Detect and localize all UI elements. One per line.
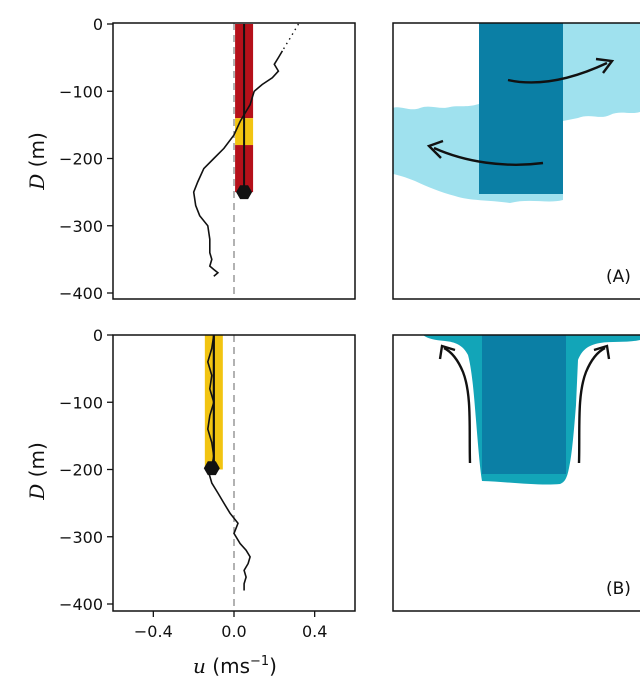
upwelling-arrow-right-b: [577, 346, 606, 464]
x-axis-label-b: u (ms−1): [193, 654, 277, 678]
velocity-profile-line-b: [206, 334, 251, 591]
y-tick-label: −400: [59, 595, 103, 614]
velocity-profile-line-a: [192, 50, 284, 277]
flow-arrowhead-right-a: [595, 57, 615, 74]
dark-water-column-a: [479, 23, 563, 194]
schematic-frame-a: [392, 22, 640, 300]
plot-frame-a: [112, 22, 356, 300]
velocity-profile-dotted-a: [281, 23, 300, 52]
y-tick-label: −300: [59, 217, 103, 236]
y-axis-ticks-a: 0 −100 −200 −300 −400: [59, 15, 113, 303]
panel-label-a: (A): [606, 267, 631, 287]
y-tick-label: −200: [59, 150, 103, 169]
flow-arrowhead-left-a: [426, 139, 444, 159]
y-tick-label: 0: [93, 326, 103, 345]
drifter-bottom-marker-a: [236, 185, 253, 200]
upwelling-arrowhead-right-b: [593, 344, 611, 360]
x-tick-label: −0.4: [134, 622, 173, 641]
y-tick-label: −400: [59, 284, 103, 303]
flow-arrow-left-a: [433, 146, 544, 166]
velocity-profile-plot-a: 0 −100 −200 −300 −400 D (m): [25, 15, 356, 303]
schematic-frame-b: [392, 334, 640, 612]
velocity-profile-plot-b: 0 −100 −200 −300 −400 −0.4 0.0 0.4 D (m) u (ms…: [25, 326, 356, 678]
upwelling-arrow-left-b: [443, 346, 472, 464]
drifter-bottom-marker-b: [203, 461, 220, 476]
schematic-panel-a: (A): [392, 22, 640, 300]
x-tick-label: 0.0: [221, 622, 246, 641]
y-tick-label: −300: [59, 528, 103, 547]
y-tick-label: −100: [59, 82, 103, 101]
y-tick-label: −100: [59, 393, 103, 412]
y-axis-label-a: D (m): [25, 132, 49, 191]
x-axis-ticks-b: −0.4 0.0 0.4: [134, 611, 327, 641]
x-tick-label: 0.4: [302, 622, 327, 641]
y-tick-label: −200: [59, 461, 103, 480]
schematic-panel-b: (B): [392, 334, 640, 612]
y-axis-label-b: D (m): [25, 442, 49, 501]
panel-label-b: (B): [606, 579, 631, 599]
y-axis-ticks-b: 0 −100 −200 −300 −400: [59, 326, 113, 614]
dark-water-column-b: [482, 335, 566, 474]
y-tick-label: 0: [93, 15, 103, 34]
flow-arrow-right-a: [507, 61, 608, 84]
upwelling-arrowhead-left-b: [438, 344, 456, 360]
